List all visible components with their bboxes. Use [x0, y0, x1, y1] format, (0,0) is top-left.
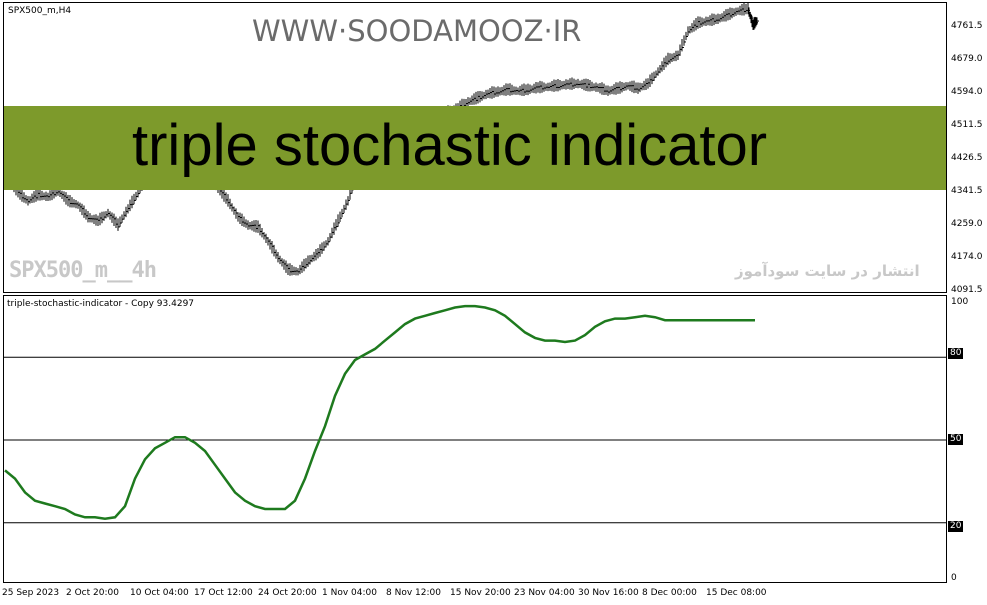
time-tick: 2 Oct 20:00 [66, 588, 119, 598]
time-tick: 8 Dec 00:00 [642, 588, 697, 598]
price-tick: 4679.0 [951, 54, 983, 64]
banner-title: triple stochastic indicator [132, 113, 768, 178]
price-tick: 4511.5 [951, 120, 983, 130]
price-tick: 4426.5 [951, 153, 983, 163]
indicator-line [4, 304, 755, 520]
indicator-level-80: 80 [948, 348, 964, 359]
indicator-pane[interactable]: triple-stochastic-indicator - Copy 93.42… [3, 295, 947, 583]
site-watermark: WWW·SOODAMOOZ·IR [252, 14, 582, 48]
symbol-watermark: SPX500_m__4h [9, 258, 157, 283]
indicator-label: triple-stochastic-indicator - Copy 93.42… [7, 299, 195, 309]
indicator-plot [4, 304, 946, 524]
time-tick: 24 Oct 20:00 [258, 588, 317, 598]
price-tick: 4091.5 [951, 285, 983, 295]
time-tick: 1 Nov 04:00 [322, 588, 377, 598]
price-tick: 4259.0 [951, 219, 983, 229]
indicator-level-20: 20 [948, 521, 964, 532]
price-tick: 4341.5 [951, 186, 983, 196]
time-tick: 30 Nov 16:00 [578, 588, 639, 598]
indicator-level-50: 50 [948, 434, 964, 445]
time-tick: 17 Oct 12:00 [194, 588, 253, 598]
time-tick: 8 Nov 12:00 [386, 588, 441, 598]
time-tick: 15 Dec 08:00 [706, 588, 767, 598]
time-tick: 10 Oct 04:00 [130, 588, 189, 598]
symbol-timeframe-label: SPX500_m,H4 [8, 6, 72, 16]
time-tick: 25 Sep 2023 [2, 588, 60, 598]
indicator-tick: 100 [951, 297, 969, 307]
time-tick: 23 Nov 04:00 [514, 588, 575, 598]
title-banner [4, 106, 946, 190]
indicator-tick: 0 [951, 573, 957, 583]
price-tick: 4174.0 [951, 252, 983, 262]
price-tick: 4594.0 [951, 87, 983, 97]
arabic-caption: انتشار در سایت سودآموز [735, 262, 920, 280]
price-tick: 4761.5 [951, 21, 983, 31]
time-tick: 15 Nov 20:00 [450, 588, 511, 598]
